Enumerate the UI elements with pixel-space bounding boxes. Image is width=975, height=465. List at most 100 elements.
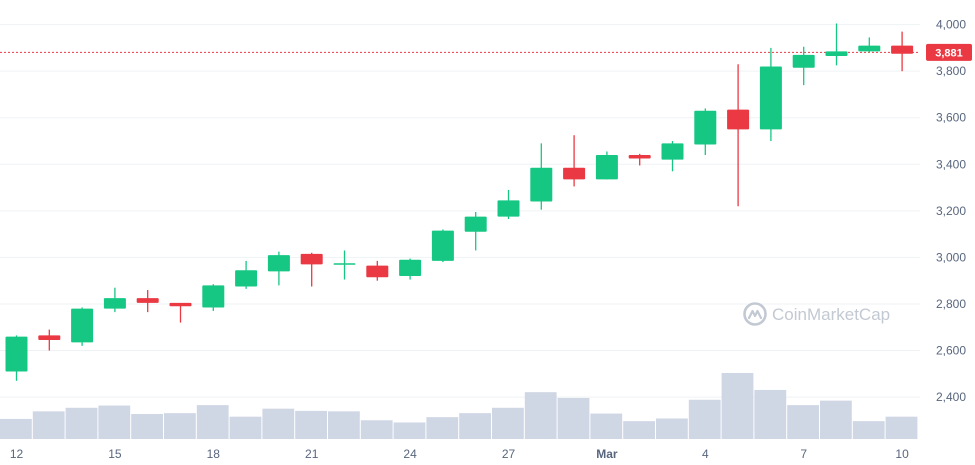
volume-bar [196, 405, 229, 439]
current-price-label: 3,881 [935, 47, 963, 59]
candle-body [267, 255, 290, 272]
volume-bar [98, 405, 131, 439]
candle-body [38, 335, 61, 341]
volume-bar [524, 392, 557, 439]
y-tick-label: 3,600 [936, 111, 966, 125]
candle-down[interactable] [38, 329, 61, 351]
candle-body [5, 336, 28, 372]
x-tick-label: 12 [10, 447, 24, 461]
candle-body [399, 259, 422, 277]
volume-bar [688, 399, 721, 439]
volume-bar [721, 373, 754, 439]
y-tick-label: 2,600 [936, 344, 966, 358]
volume-bar [32, 411, 65, 439]
candle-body [300, 253, 323, 265]
volume-bar [557, 397, 590, 439]
candle-body [792, 54, 815, 68]
candle-body [103, 298, 126, 309]
volume-bar [623, 421, 655, 439]
grid-lines [0, 24, 920, 398]
candle-down[interactable] [300, 252, 323, 287]
y-tick-label: 3,800 [936, 64, 966, 78]
candle-up[interactable] [267, 251, 290, 286]
candle-body [759, 66, 782, 130]
y-axis: 2,400 2,600 2,800 3,000 3,200 3,400 3,600 3,800… [936, 18, 966, 404]
candle-down[interactable] [366, 260, 389, 281]
candle-body [431, 230, 454, 261]
current-price-badge-bg [926, 43, 972, 61]
candle-up[interactable] [694, 108, 717, 155]
candle-up[interactable] [464, 212, 487, 251]
candle-down[interactable] [563, 135, 586, 187]
candle-up[interactable] [5, 335, 28, 381]
candle-body [333, 263, 356, 265]
x-tick-label: 10 [895, 447, 909, 461]
y-tick-label: 2,800 [936, 297, 966, 311]
candle-body [891, 45, 914, 54]
watermark-label: CoinMarketCap [772, 305, 890, 324]
candle-body [366, 265, 389, 278]
candle-down[interactable] [169, 302, 192, 323]
candle-down[interactable] [891, 31, 914, 72]
volume-bar [492, 407, 524, 439]
candle-up[interactable] [333, 250, 356, 280]
candle-down[interactable] [628, 153, 651, 166]
volume-bar [754, 389, 787, 439]
candle-up[interactable] [825, 23, 848, 66]
x-tick-label: 18 [207, 447, 221, 461]
candle-body [530, 167, 553, 202]
x-tick-label: 7 [800, 447, 807, 461]
x-axis: 12 15 18 21 24 27 Mar 4 7 10 [10, 447, 909, 461]
candle-up[interactable] [103, 287, 126, 313]
candle-up[interactable] [71, 307, 94, 346]
volume-bar [65, 407, 98, 439]
volume-bar [852, 421, 885, 439]
candle-up[interactable] [595, 151, 618, 180]
candle-body [628, 154, 651, 159]
candle-body [858, 45, 881, 52]
candle-body [235, 270, 258, 287]
candle-up[interactable] [235, 260, 258, 289]
candle-body [169, 302, 192, 307]
candle-up[interactable] [759, 47, 782, 142]
volume-bar [393, 422, 426, 439]
candles [5, 23, 914, 381]
volume-bar [590, 413, 623, 439]
volume-bar [820, 400, 852, 439]
candle-up[interactable] [497, 189, 520, 220]
candle-up[interactable] [202, 284, 225, 311]
volume-bar [131, 414, 163, 439]
candle-body [727, 109, 750, 130]
x-tick-label: 4 [702, 447, 709, 461]
candle-body [136, 298, 159, 303]
x-tick-label: 21 [305, 447, 319, 461]
watermark: CoinMarketCap [743, 302, 890, 326]
volume-bar [229, 416, 262, 439]
volume-bar [787, 405, 819, 439]
candle-up[interactable] [431, 229, 454, 263]
candle-body [595, 154, 618, 180]
candle-down[interactable] [727, 64, 750, 207]
volume-bar [426, 417, 459, 439]
volume-bar [360, 420, 393, 439]
candle-body [825, 51, 848, 57]
candle-body [464, 216, 487, 232]
y-tick-label: 3,200 [936, 204, 966, 218]
volume-bar [295, 410, 327, 439]
volume-bar [656, 418, 688, 439]
candle-up[interactable] [661, 141, 684, 172]
candle-up[interactable] [792, 46, 815, 86]
y-tick-label: 2,400 [936, 390, 966, 404]
candle-down[interactable] [136, 290, 159, 313]
candle-up[interactable] [399, 258, 422, 280]
x-tick-label: 15 [108, 447, 122, 461]
volume-bar [0, 418, 32, 439]
volume-bar [328, 411, 360, 439]
candle-body [694, 110, 717, 145]
candle-body [661, 143, 684, 160]
y-tick-label: 3,000 [936, 250, 966, 264]
candle-up[interactable] [530, 143, 553, 210]
candle-up[interactable] [858, 37, 881, 53]
volume-bar [885, 416, 918, 439]
